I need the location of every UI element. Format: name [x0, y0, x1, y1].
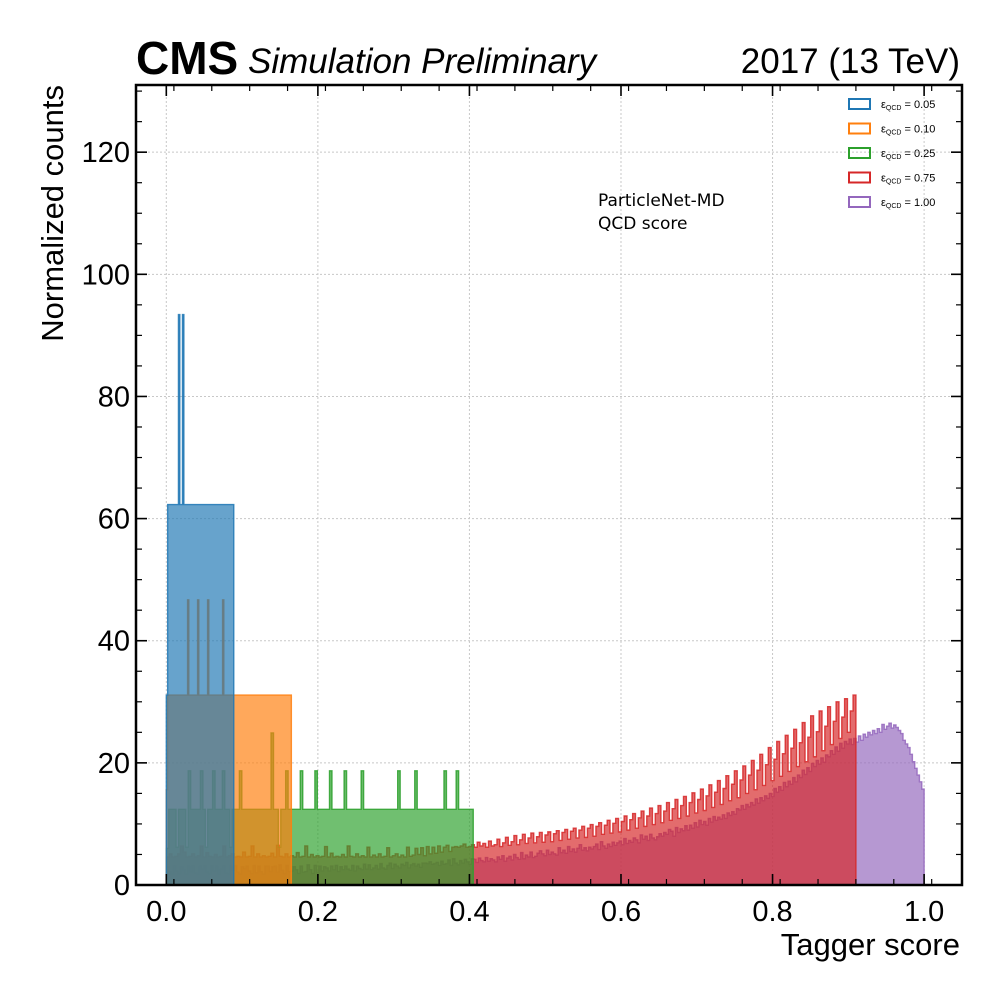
y-tick-label-4: 80 — [98, 381, 130, 413]
legend-label-2: εQCD = 0.25 — [881, 148, 935, 161]
legend-swatch-3 — [848, 171, 871, 184]
legend-swatch-4 — [848, 196, 871, 208]
legend-entry-3: εQCD = 0.75 — [848, 171, 935, 186]
legend-swatch-1 — [848, 122, 871, 135]
y-tick-label-0: 0 — [114, 870, 130, 902]
x-tick-label-1: 0.2 — [298, 896, 338, 928]
x-tick-label-3: 0.6 — [601, 896, 641, 928]
x-tick-label-4: 0.8 — [752, 896, 792, 928]
legend-label-3: εQCD = 0.75 — [881, 173, 935, 186]
experiment-label: CMS — [136, 32, 238, 84]
y-tick-label-6: 120 — [82, 137, 130, 169]
legend-entry-2: εQCD = 0.25 — [848, 147, 935, 161]
x-tick-label-2: 0.4 — [449, 896, 489, 928]
annotation-line1: ParticleNet-MD — [598, 191, 725, 211]
annotation-line2: QCD score — [598, 214, 687, 234]
y-tick-label-5: 100 — [82, 259, 130, 291]
legend-label-0: εQCD = 0.05 — [881, 99, 935, 112]
series-4-histogram — [165, 313, 235, 886]
y-tick-label-1: 20 — [98, 748, 130, 780]
lumi-label: 2017 (13 TeV) — [741, 42, 960, 81]
x-tick-label-0: 0.0 — [146, 896, 186, 928]
legend-swatch-0 — [848, 98, 871, 110]
legend-label-4: εQCD = 1.00 — [881, 197, 935, 210]
x-tick-label-5: 1.0 — [904, 896, 944, 928]
series-4 — [165, 313, 235, 886]
legend-swatch-2 — [848, 147, 871, 159]
legend: εQCD = 0.05 εQCD = 0.10 εQCD = 0.25 εQCD = … — [848, 98, 935, 210]
axis-ticks — [136, 85, 962, 886]
histogram-bars — [165, 313, 925, 886]
y-tick-label-2: 40 — [98, 626, 130, 658]
status-label: Simulation Preliminary — [248, 42, 599, 81]
y-axis-label: Normalized counts — [35, 85, 70, 342]
x-axis-label: Tagger score — [781, 927, 960, 962]
plot-frame — [134, 83, 964, 887]
y-tick-label-3: 60 — [98, 504, 130, 536]
legend-entry-0: εQCD = 0.05 — [848, 98, 935, 112]
legend-entry-4: εQCD = 1.00 — [848, 196, 935, 210]
legend-label-1: εQCD = 0.10 — [881, 124, 935, 137]
legend-entry-1: εQCD = 0.10 — [848, 122, 935, 137]
tick-labels: 0.0 0.2 0.4 0.6 0.8 1.0 0 20 40 60 80 100 120 — [82, 137, 945, 928]
